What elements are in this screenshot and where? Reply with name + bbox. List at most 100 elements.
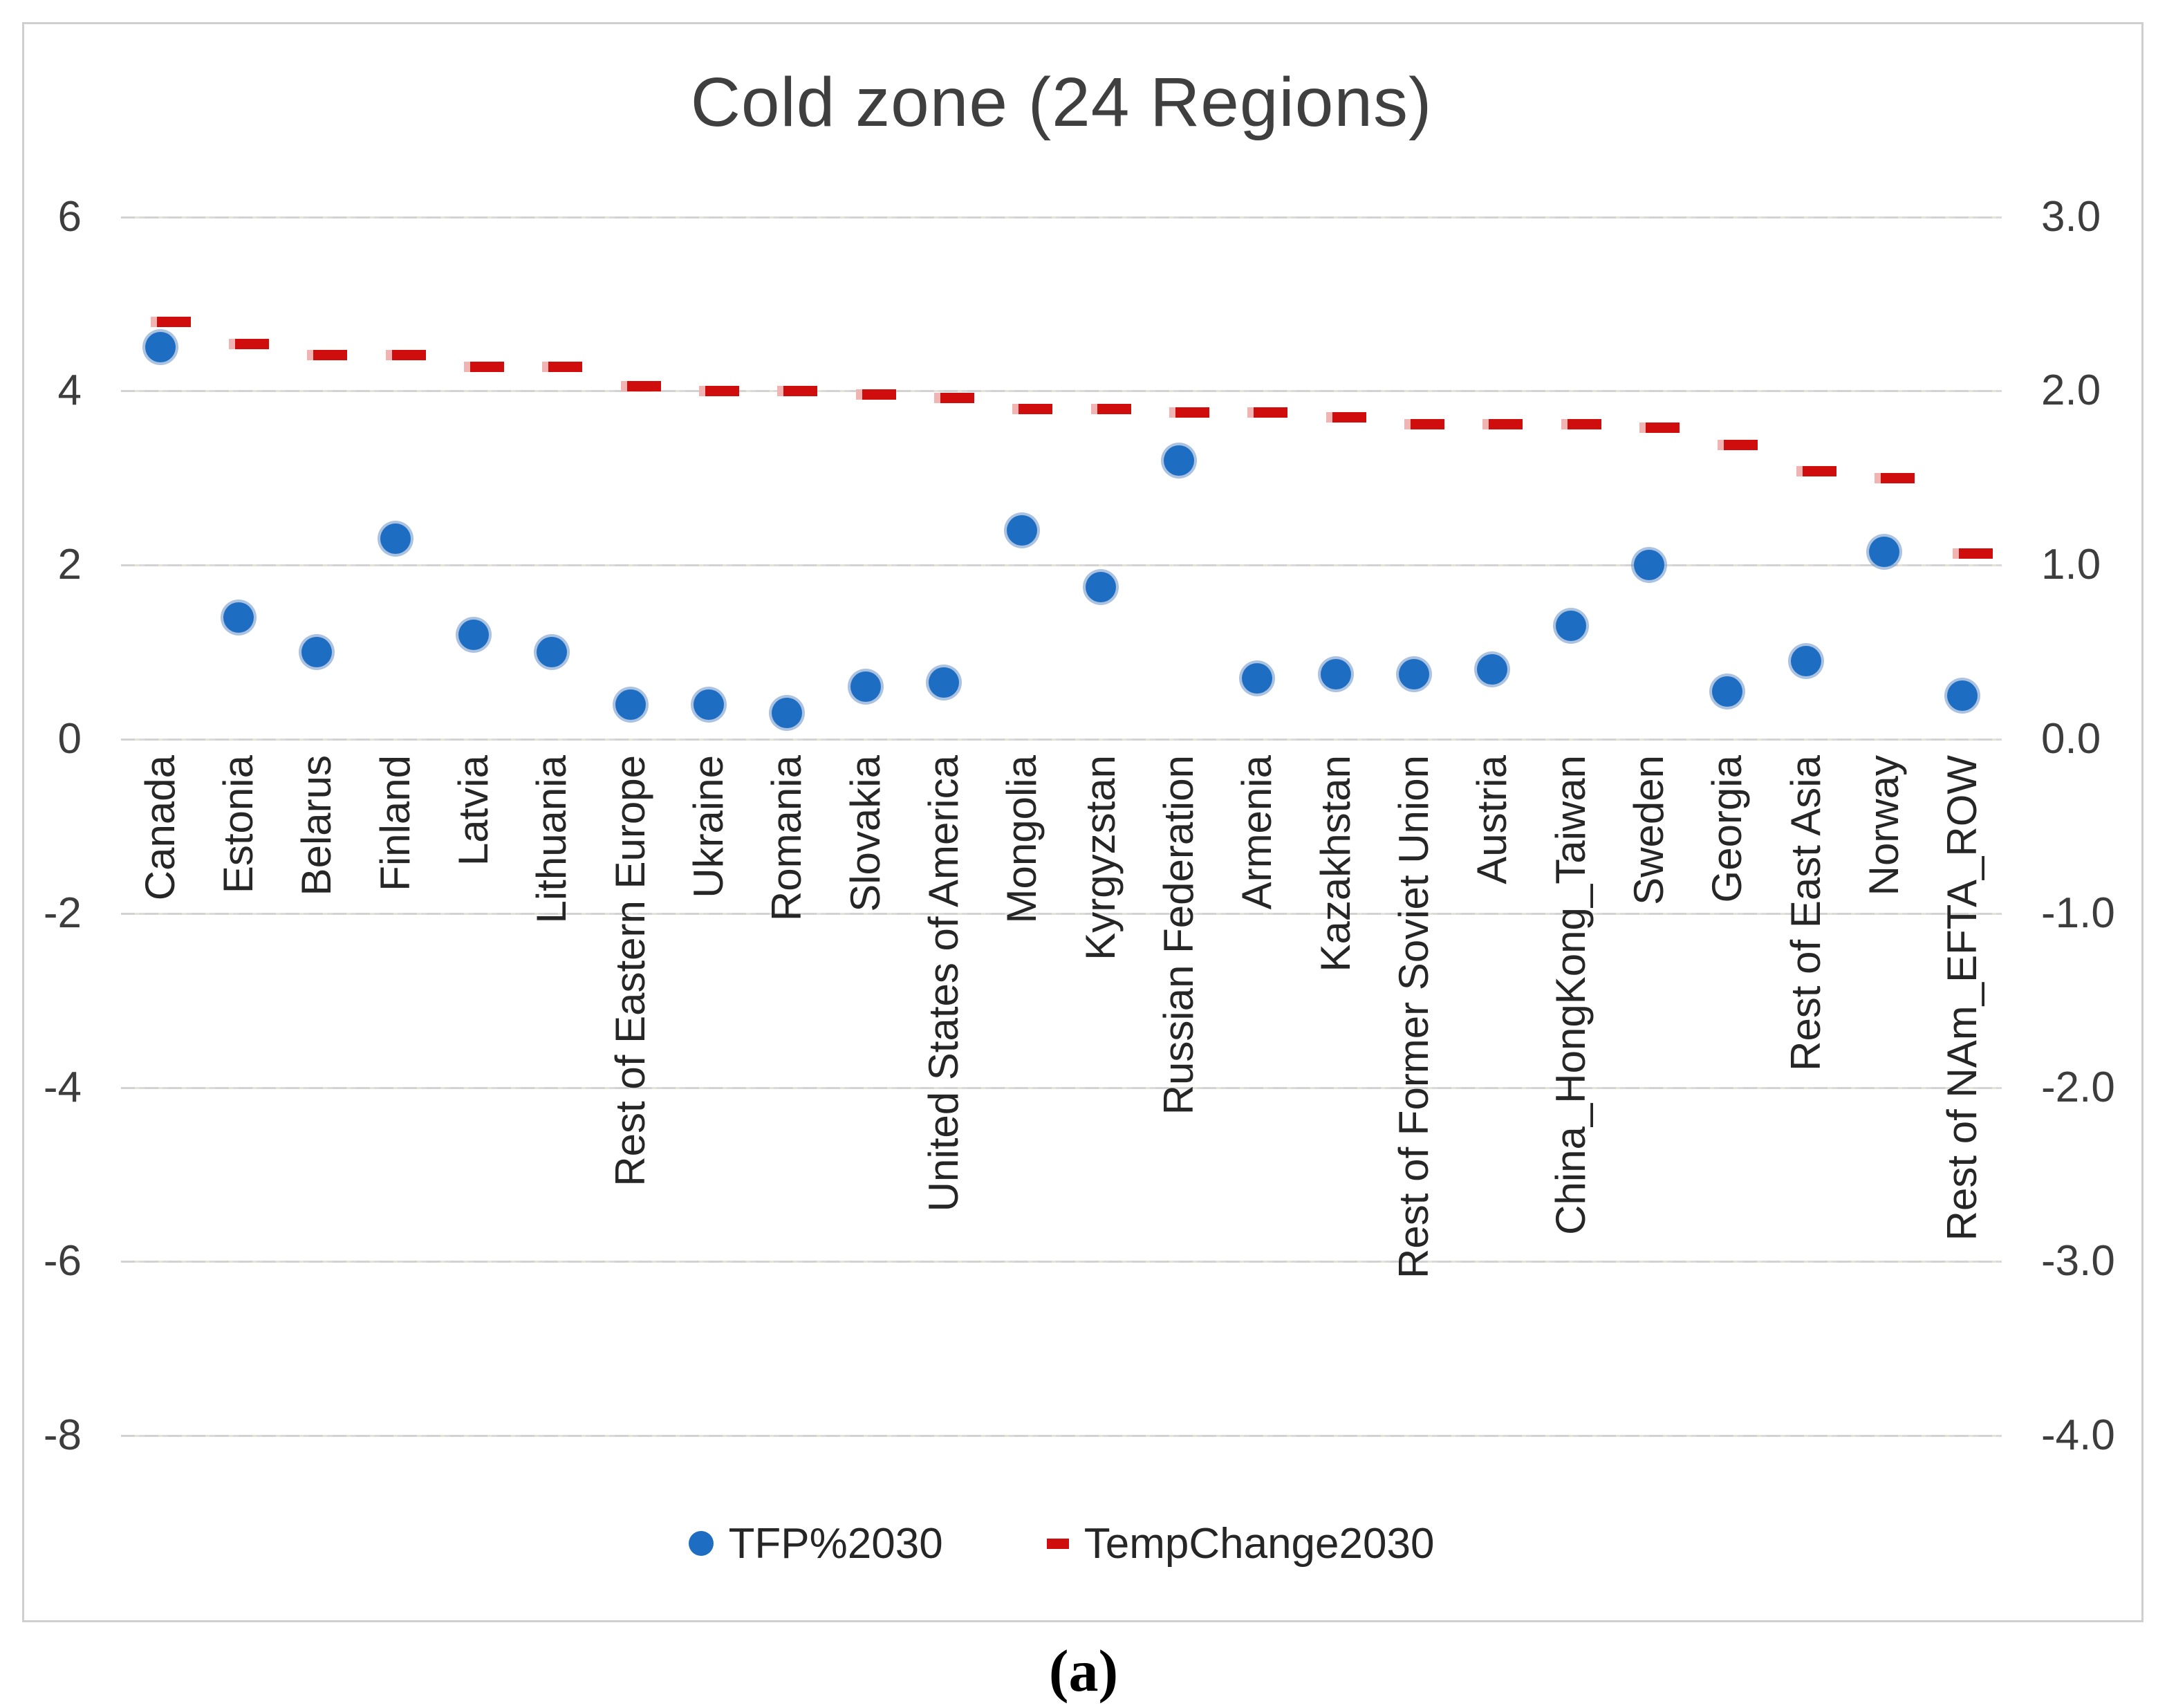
right-axis-tick-label: 3.0	[2041, 192, 2101, 241]
tfp-data-point	[1477, 654, 1508, 685]
right-axis-tick-label: -1.0	[2041, 889, 2115, 937]
tfp-data-point	[301, 637, 333, 668]
category-label: United States of America	[920, 755, 967, 1212]
gridline	[121, 390, 2002, 393]
right-axis-tick-label: 0.0	[2041, 715, 2101, 763]
tfp-marker-icon	[688, 1531, 714, 1556]
tfp-data-point	[223, 602, 254, 633]
left-axis-tick-label: 6	[57, 192, 82, 241]
tempchange-data-point	[307, 349, 348, 360]
tempchange-data-point	[1875, 473, 1915, 484]
left-axis-tick-label: 0	[57, 715, 82, 763]
left-axis-tick-label: 4	[57, 366, 82, 415]
category-label: Rest of Eastern Europe	[606, 755, 653, 1187]
tempchange-data-point	[229, 339, 269, 350]
chart-frame	[22, 22, 2143, 1622]
tempchange-data-point	[1718, 440, 1758, 451]
tempchange-data-point	[1326, 412, 1366, 423]
category-label: Mongolia	[998, 755, 1045, 924]
gridline	[121, 216, 2002, 219]
category-label: Norway	[1861, 755, 1907, 896]
tfp-data-point	[694, 689, 724, 720]
tfp-data-point	[1634, 550, 1664, 581]
category-label: Sweden	[1626, 755, 1672, 905]
tempchange-data-point	[777, 386, 818, 397]
tfp-data-point	[1399, 658, 1429, 689]
tfp-data-point	[1712, 676, 1743, 707]
category-label: Ukraine	[685, 755, 732, 898]
tempchange-data-point	[855, 389, 896, 400]
legend-label-tfp: TFP%2030	[728, 1519, 943, 1568]
category-label: Armenia	[1234, 755, 1281, 910]
tempchange-data-point	[1482, 419, 1523, 430]
category-label: Finland	[371, 755, 418, 891]
category-label: Kyrgyzstan	[1077, 755, 1124, 960]
gridline	[121, 1086, 2002, 1089]
chart-title: Cold zone (24 Regions)	[690, 64, 1433, 141]
tfp-data-point	[458, 619, 489, 650]
left-axis-tick-label: -6	[43, 1237, 82, 1285]
category-label: Rest of NAm_EFTA_ROW	[1939, 755, 1986, 1241]
tempchange-data-point	[1953, 548, 1993, 559]
tfp-data-point	[1555, 611, 1586, 642]
tempchange-marker-icon	[1046, 1538, 1069, 1549]
tempchange-data-point	[1404, 419, 1444, 430]
tempchange-data-point	[620, 380, 661, 391]
gridline	[121, 564, 2002, 567]
tempchange-data-point	[1169, 407, 1209, 418]
category-label: Austria	[1469, 755, 1516, 884]
right-axis-tick-label: -2.0	[2041, 1063, 2115, 1111]
category-label: Canada	[136, 755, 183, 901]
tfp-data-point	[1320, 658, 1351, 689]
tfp-data-point	[1947, 680, 1978, 712]
left-axis-tick-label: -4	[43, 1063, 82, 1111]
tfp-data-point	[1085, 571, 1116, 602]
category-label: Latvia	[450, 755, 496, 866]
tfp-data-point	[850, 671, 881, 703]
tempchange-data-point	[1561, 419, 1601, 430]
gridline	[121, 1261, 2002, 1263]
right-axis-tick-label: 2.0	[2041, 366, 2101, 415]
category-label: Romania	[763, 755, 810, 922]
tfp-data-point	[929, 667, 959, 698]
figure-caption: (a)	[1048, 1637, 1119, 1704]
tfp-data-point	[1869, 537, 1899, 568]
tfp-data-point	[1790, 645, 1821, 676]
gridline	[121, 739, 2002, 741]
tfp-data-point	[1242, 662, 1273, 694]
right-axis-tick-label: 1.0	[2041, 541, 2101, 589]
legend-item-tempchange: TempChange2030	[1046, 1519, 1435, 1568]
tempchange-data-point	[1796, 466, 1836, 477]
category-label: Kazakhstan	[1312, 755, 1359, 972]
tfp-data-point	[1164, 445, 1194, 476]
tempchange-data-point	[1012, 403, 1053, 414]
category-label: Lithuania	[528, 755, 575, 924]
tfp-data-point	[145, 332, 176, 363]
category-label: Slovakia	[841, 755, 889, 912]
left-axis-tick-label: 2	[57, 541, 82, 589]
gridline	[121, 912, 2002, 915]
tfp-data-point	[615, 689, 646, 720]
tempchange-data-point	[150, 316, 191, 327]
gridline	[121, 1435, 2002, 1438]
tempchange-data-point	[1090, 403, 1131, 414]
tempchange-data-point	[1639, 423, 1680, 434]
category-label: China_HongKong_Taiwan	[1547, 755, 1594, 1235]
tfp-data-point	[772, 698, 803, 729]
tfp-data-point	[537, 637, 568, 668]
tempchange-data-point	[1247, 407, 1288, 418]
tempchange-data-point	[542, 362, 583, 373]
right-axis-tick-label: -3.0	[2041, 1237, 2115, 1285]
legend: TFP%2030 TempChange2030	[121, 1516, 2002, 1571]
legend-item-tfp: TFP%2030	[688, 1519, 943, 1568]
legend-label-tempchange: TempChange2030	[1084, 1519, 1435, 1568]
tempchange-data-point	[464, 362, 504, 373]
left-axis-tick-label: -2	[43, 889, 82, 937]
right-axis-tick-label: -4.0	[2041, 1411, 2115, 1460]
tempchange-data-point	[934, 393, 974, 404]
tempchange-data-point	[699, 386, 739, 397]
tfp-data-point	[1007, 514, 1038, 546]
left-axis-tick-label: -8	[43, 1411, 82, 1460]
tfp-data-point	[380, 523, 411, 555]
